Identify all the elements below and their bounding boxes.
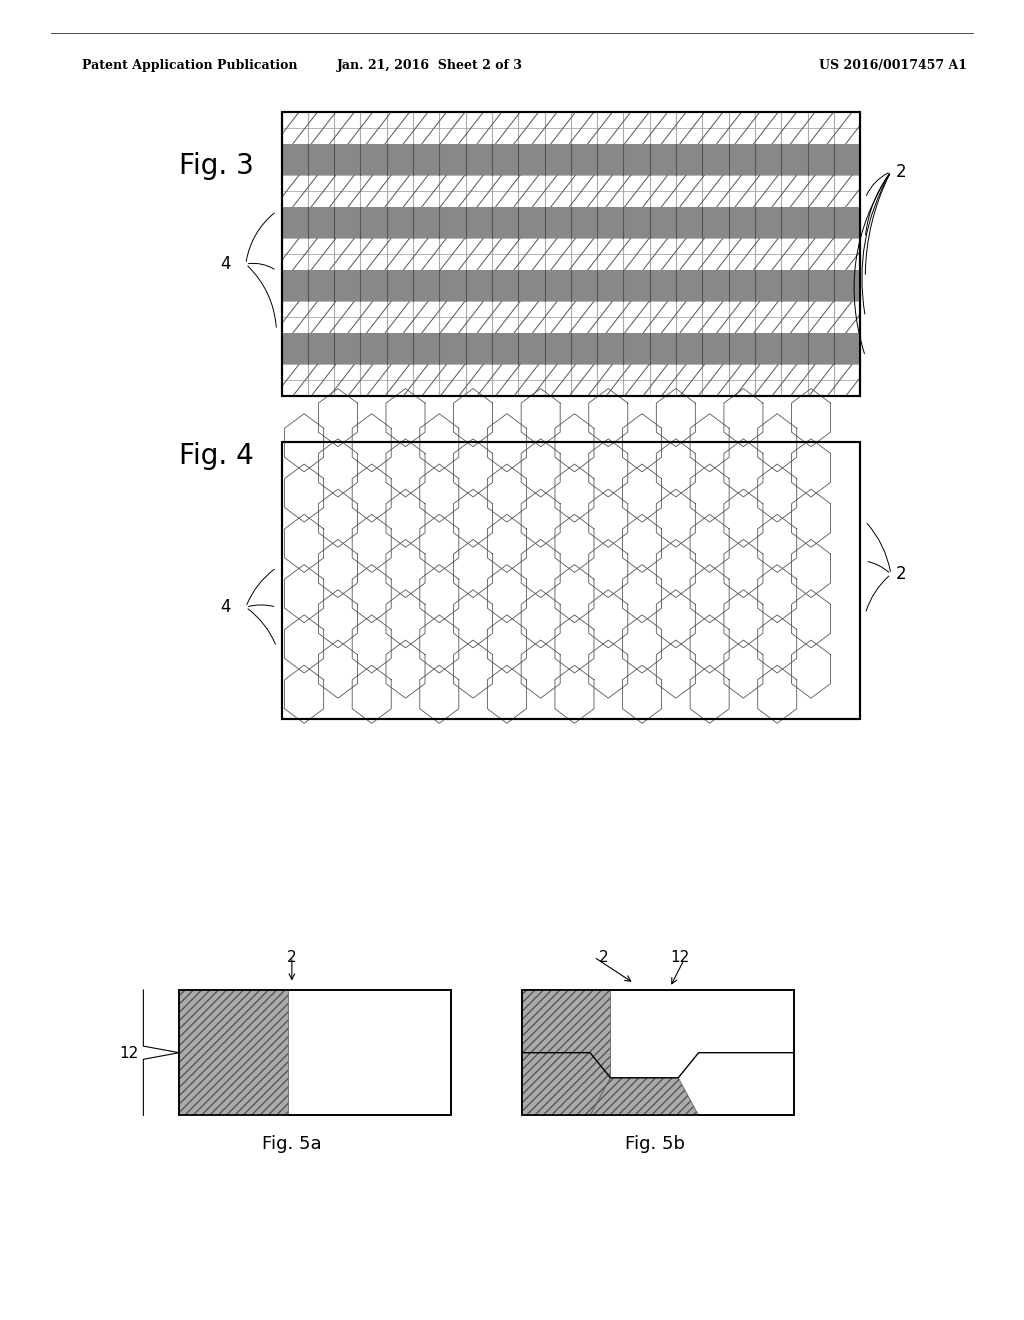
Bar	[282, 333, 860, 364]
Text: 4: 4	[220, 598, 230, 616]
Text: Jan. 21, 2016  Sheet 2 of 3: Jan. 21, 2016 Sheet 2 of 3	[337, 59, 523, 73]
Bar	[282, 112, 860, 396]
Bar	[282, 207, 860, 239]
Bar	[179, 990, 451, 1115]
Bar	[179, 990, 288, 1115]
Text: 2: 2	[896, 162, 906, 181]
Bar	[282, 144, 860, 176]
Text: Fig. 5a: Fig. 5a	[262, 1135, 322, 1154]
Bar	[179, 990, 451, 1115]
Bar	[282, 112, 860, 396]
Text: Fig. 3: Fig. 3	[179, 152, 254, 180]
Text: 2: 2	[599, 949, 609, 965]
Bar	[522, 990, 794, 1115]
Text: 4: 4	[220, 255, 230, 273]
Text: Fig. 4: Fig. 4	[179, 442, 254, 470]
Text: 2: 2	[287, 949, 297, 965]
Text: 12: 12	[671, 949, 690, 965]
Bar	[282, 269, 860, 301]
Text: 2: 2	[896, 565, 906, 583]
Bar	[282, 442, 860, 719]
Text: Patent Application Publication: Patent Application Publication	[82, 59, 297, 73]
Text: Fig. 5b: Fig. 5b	[626, 1135, 685, 1154]
Text: US 2016/0017457 A1: US 2016/0017457 A1	[819, 59, 968, 73]
Bar	[522, 990, 794, 1115]
Text: 12: 12	[119, 1045, 138, 1061]
Bar	[282, 442, 860, 719]
Polygon shape	[522, 990, 610, 1115]
Polygon shape	[590, 1077, 698, 1115]
